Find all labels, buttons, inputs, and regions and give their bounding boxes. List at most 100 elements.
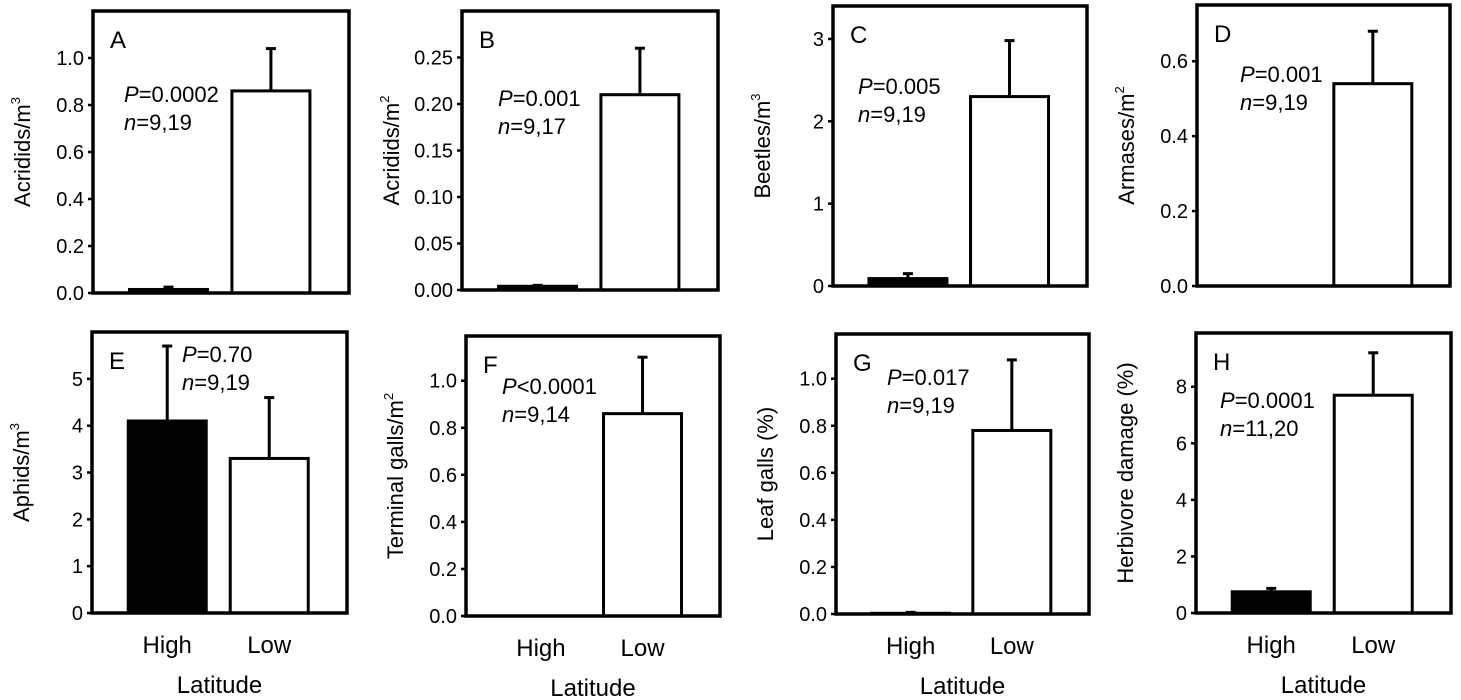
y-tick-label: 0.10: [414, 187, 453, 209]
bar-low: [599, 93, 681, 292]
sample-size-label: n=9,19: [124, 110, 192, 135]
y-tick-label: 4: [72, 416, 83, 438]
bar-low: [602, 412, 684, 618]
bar-low: [1332, 82, 1414, 288]
plot-frame: [1195, 3, 1452, 288]
panel-letter: F: [483, 352, 498, 379]
y-tick-label: 0.2: [429, 559, 457, 581]
y-tick-label: 0.2: [1160, 201, 1188, 223]
sample-size-label: n=9,14: [502, 402, 570, 427]
y-tick-label: 1.0: [56, 48, 84, 70]
sample-size-label: n=9,19: [182, 370, 250, 395]
plot-frame: [1194, 331, 1453, 615]
sample-size-label: n=9,19: [887, 393, 955, 418]
plot-frame: [831, 4, 1089, 288]
y-tick-label: 0.00: [414, 280, 453, 302]
y-tick-label: 0.05: [414, 234, 453, 256]
bar-low: [969, 95, 1051, 288]
y-axis-label: Terminal galls/m2: [381, 393, 408, 559]
x-tick-label-low: Low: [621, 635, 666, 662]
y-axis-label: Armases/m2: [1112, 86, 1139, 204]
y-axis-label: Leaf galls (%): [753, 407, 778, 542]
y-tick-label: 0.4: [56, 189, 84, 211]
x-axis-label: Latitude: [920, 673, 1005, 700]
panel-c: 0 1 2 3 Beetles/m3 C P=0.005 n=9,19: [748, 4, 1089, 298]
y-tick-label: 0.0: [429, 606, 457, 628]
y-tick-label: 0.0: [799, 604, 827, 626]
y-tick-label: 0.6: [56, 142, 84, 164]
bar-low: [230, 89, 312, 295]
y-tick-label: 0.20: [414, 94, 453, 116]
panel-letter: H: [1213, 349, 1230, 376]
y-tick-label: 0.6: [799, 463, 827, 485]
panel-g: 0.0 0.2 0.4 0.6 0.8 1.0 Leaf galls (%) G P=0.017…: [753, 332, 1091, 700]
x-tick-label-high: High: [886, 633, 935, 660]
panel-f: 0.0 0.2 0.4 0.6 0.8 1.0 Terminal galls/m2 FP<0.…: [381, 334, 722, 700]
x-tick-label-low: Low: [1351, 632, 1396, 659]
y-tick-label: 0.8: [429, 418, 457, 440]
p-value-label: P=0.0001: [1220, 388, 1315, 413]
p-value-label: P=0.001: [498, 86, 581, 111]
y-tick-label: 0.15: [414, 141, 453, 163]
panel-d: 0.0 0.2 0.4 0.6 Armases/m2 D P=0.001 n=9,19: [1112, 3, 1452, 298]
y-tick-label: 8: [1176, 377, 1187, 399]
sample-size-label: n=11,20: [1220, 416, 1299, 441]
panel-letter: G: [853, 350, 872, 377]
p-value-label: P<0.0001: [502, 374, 597, 399]
panel-h: 0 2 4 6 8 Herbivore damage (%) H P=0.0001 n=11,2…: [1113, 331, 1453, 699]
y-axis-label: Beetles/m3: [748, 93, 775, 198]
p-value-label: P=0.001: [1240, 62, 1323, 87]
y-tick-label: 1.0: [799, 369, 827, 391]
y-tick-label: 0: [813, 276, 824, 298]
y-tick-label: 1: [813, 194, 824, 216]
x-tick-label-high: High: [143, 632, 192, 659]
p-value-label: P=0.017: [887, 365, 970, 390]
x-tick-label-low: Low: [990, 633, 1035, 660]
p-value-label: P=0.0002: [124, 82, 219, 107]
x-tick-label-high: High: [1247, 632, 1296, 659]
y-tick-label: 1: [72, 556, 83, 578]
y-tick-label: 1.0: [429, 371, 457, 393]
panel-a: 0.0 0.2 0.4 0.6 0.8 1.0 Acridids/m3 A P=0.0002 n=…: [8, 9, 351, 305]
panel-letter: A: [110, 27, 126, 54]
y-tick-label: 0.2: [56, 236, 84, 258]
p-value-label: P=0.70: [182, 342, 252, 367]
bar-low: [228, 456, 310, 615]
y-tick-label: 0.2: [799, 557, 827, 579]
y-axis-label: Acridids/m3: [8, 97, 35, 207]
x-tick-label-low: Low: [247, 632, 292, 659]
x-axis-label: Latitude: [177, 672, 262, 699]
panel-b: 0.00 0.05 0.10 0.15 0.20 0.25 Acridids/m2 B P=0.…: [377, 9, 720, 302]
y-tick-label: 0.4: [429, 512, 457, 534]
y-tick-label: 0.0: [56, 283, 84, 305]
y-tick-label: 3: [813, 29, 824, 51]
x-axis-label: Latitude: [1281, 672, 1366, 699]
panel-e: 0 1 2 3 4 5 Aphids/m3 E P=0.70 n=9,19 High Low Latit…: [7, 330, 349, 699]
sample-size-label: n=9,17: [498, 114, 566, 139]
y-tick-label: 0.6: [1160, 51, 1188, 73]
y-tick-label: 0.25: [414, 48, 453, 70]
panel-letter: C: [850, 22, 867, 49]
y-tick-label: 0.8: [56, 95, 84, 117]
y-tick-label: 0.4: [799, 510, 827, 532]
panel-letter: B: [479, 27, 495, 54]
y-tick-label: 2: [813, 111, 824, 133]
y-tick-label: 4: [1176, 490, 1187, 512]
sample-size-label: n=9,19: [858, 102, 926, 127]
y-tick-label: 3: [72, 463, 83, 485]
y-tick-label: 0.0: [1160, 276, 1188, 298]
panel-letter: E: [109, 348, 125, 375]
y-tick-label: 0.4: [1160, 126, 1188, 148]
y-tick-label: 0: [72, 603, 83, 625]
sample-size-label: n=9,19: [1240, 90, 1308, 115]
x-tick-label-high: High: [516, 635, 565, 662]
x-axis-label: Latitude: [550, 675, 635, 700]
bar-high: [1230, 590, 1312, 615]
panel-letter: D: [1214, 21, 1231, 48]
y-tick-label: 0.8: [799, 416, 827, 438]
y-tick-label: 2: [1176, 546, 1187, 568]
bar-low: [971, 428, 1053, 616]
bar-low: [1332, 393, 1414, 615]
y-tick-label: 0: [1176, 603, 1187, 625]
